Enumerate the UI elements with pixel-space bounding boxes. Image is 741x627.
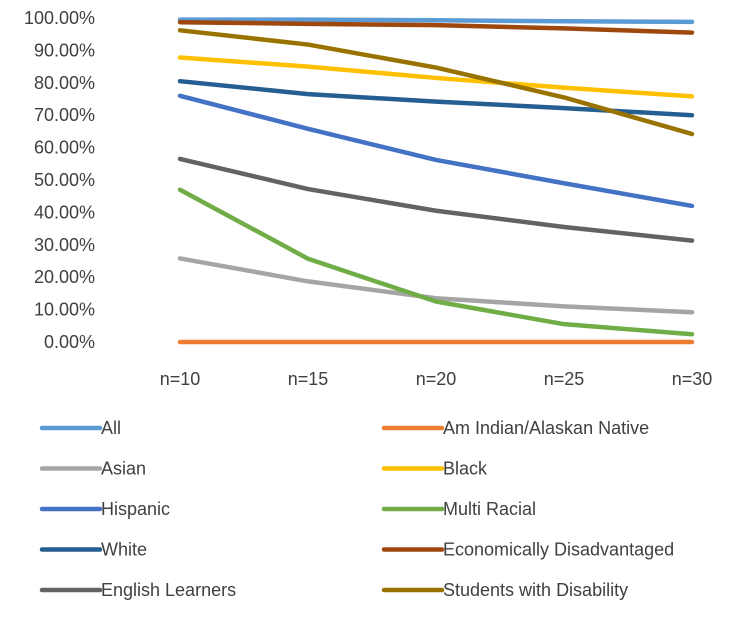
legend-label: Am Indian/Alaskan Native	[443, 418, 649, 438]
legend-item: Am Indian/Alaskan Native	[384, 418, 649, 438]
y-tick-label: 50.00%	[34, 170, 95, 190]
series-line	[180, 258, 692, 312]
legend-label: Economically Disadvantaged	[443, 540, 674, 560]
y-tick-label: 40.00%	[34, 202, 95, 222]
legend-label: Black	[443, 459, 488, 479]
x-tick-label: n=30	[672, 369, 713, 389]
y-tick-label: 100.00%	[24, 8, 95, 28]
y-tick-label: 70.00%	[34, 105, 95, 125]
series-lines	[180, 20, 692, 343]
y-tick-label: 90.00%	[34, 40, 95, 60]
x-tick-label: n=25	[544, 369, 585, 389]
legend: All Am Indian/Alaskan Native Asian Black His…	[42, 418, 674, 600]
x-tick-label: n=20	[416, 369, 457, 389]
legend-label: Asian	[101, 459, 146, 479]
x-axis-tick-labels: n=10 n=15 n=20 n=25 n=30	[160, 369, 713, 389]
legend-item: All	[42, 418, 121, 438]
series-line	[180, 30, 692, 134]
series-line	[180, 159, 692, 241]
x-tick-label: n=15	[288, 369, 329, 389]
legend-label: All	[101, 418, 121, 438]
legend-label: Hispanic	[101, 499, 170, 519]
legend-label: Multi Racial	[443, 499, 536, 519]
legend-item: Economically Disadvantaged	[384, 540, 674, 560]
y-tick-label: 20.00%	[34, 267, 95, 287]
y-tick-label: 30.00%	[34, 235, 95, 255]
series-asian	[180, 258, 692, 312]
y-axis-tick-labels: 0.00% 10.00% 20.00% 30.00% 40.00% 50.00% 60.00…	[24, 8, 95, 352]
legend-item: Black	[384, 459, 488, 479]
legend-label: Students with Disability	[443, 580, 628, 600]
legend-label: English Learners	[101, 580, 236, 600]
legend-item: Students with Disability	[384, 580, 628, 600]
x-tick-label: n=10	[160, 369, 201, 389]
legend-item: Asian	[42, 459, 146, 479]
series-line	[180, 22, 692, 32]
y-tick-label: 80.00%	[34, 73, 95, 93]
legend-item: Hispanic	[42, 499, 170, 519]
legend-item: White	[42, 540, 147, 560]
series-english-learners	[180, 159, 692, 241]
series-students-with-disability	[180, 30, 692, 134]
legend-item: English Learners	[42, 580, 236, 600]
y-tick-label: 0.00%	[44, 332, 95, 352]
legend-item: Multi Racial	[384, 499, 536, 519]
legend-label: White	[101, 540, 147, 560]
y-tick-label: 10.00%	[34, 300, 95, 320]
y-tick-label: 60.00%	[34, 138, 95, 158]
